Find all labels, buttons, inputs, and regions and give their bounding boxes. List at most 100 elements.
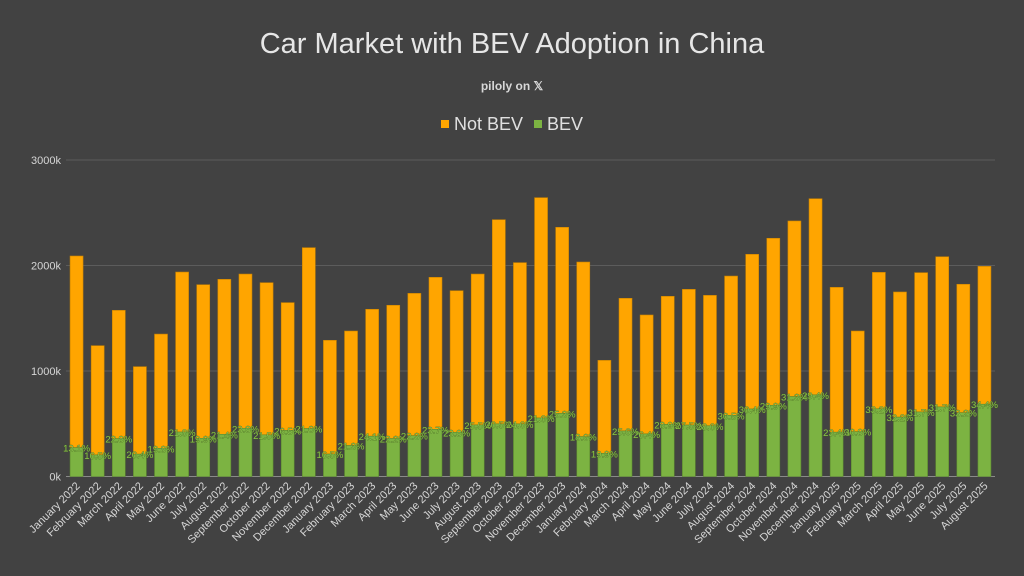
bar-not-bev [69,255,84,448]
legend-label-not-bev: Not BEV [453,113,523,134]
bev-share-label: 34.4% [971,400,998,411]
bar-not-bev [956,283,971,413]
bar-bev [618,430,633,477]
y-tick-label: 1000k [31,366,61,378]
bar-not-bev [576,261,591,437]
bar-bev [513,423,527,477]
bar-bev [323,453,337,477]
bar-bev [175,431,189,477]
bar-bev [407,435,422,477]
bar-not-bev [259,282,274,436]
bar-not-bev [365,308,379,437]
legend-label-bev: BEV [547,113,584,134]
bar-bev [196,438,211,477]
bev-share-label: 16.5% [84,451,111,462]
bar-bev [977,403,992,477]
bev-share-label: 31.3% [781,393,808,404]
bar-not-bev [977,266,992,405]
bar-not-bev [492,219,506,425]
bev-share-label: 33.2% [950,409,977,420]
bar-not-bev [745,254,759,410]
bev-share-label: 25.5% [464,421,491,432]
bev-share-label: 20.4% [126,450,153,461]
bev-share-label: 31.7% [908,408,935,419]
legend-swatch-bev [534,120,542,128]
bar-not-bev [893,291,907,418]
bar-not-bev [280,302,295,431]
bev-share-label: 21.0% [528,414,555,425]
bar-bev [660,424,675,477]
bar-bev [154,448,168,477]
bar-not-bev [217,279,232,435]
bar-not-bev [133,366,147,455]
bar-bev [69,447,84,477]
bar-bev [238,427,253,477]
bar-not-bev [175,271,189,433]
bev-share-label: 20.5% [485,420,512,431]
bev-share-label: 16.5% [316,450,343,461]
bev-share-label: 32.2% [887,413,914,424]
bev-share-label: 26.4% [633,430,660,441]
bar-not-bev [703,295,717,427]
bar-bev [956,412,971,477]
bev-share-label: 29.4% [802,391,829,402]
bev-share-label: 23.8% [232,424,259,435]
bar-not-bev [850,330,865,432]
bar-bev [302,428,316,477]
bar-not-bev [914,272,928,413]
y-tick-label: 2000k [31,261,61,273]
bar-bev [682,424,696,477]
bar-not-bev [787,220,802,397]
bev-share-label: 19.8% [148,444,175,455]
bar-bev [576,436,591,477]
bar-not-bev [513,262,527,425]
bar-bev [492,423,506,477]
bar-not-bev [323,339,337,455]
bar-not-bev [428,277,443,430]
bar-not-bev [724,275,738,416]
bev-share-label: 24.6% [506,420,533,431]
bar-not-bev [829,287,844,433]
bar-bev [470,424,485,477]
bev-share-label: 21.4% [211,430,238,441]
bar-not-bev [618,298,633,432]
bar-not-bev [196,284,211,439]
bar-not-bev [386,304,401,439]
bar-not-bev [534,197,548,419]
bev-share-label: 21.5% [253,431,280,442]
chart-subtitle: piloly on 𝕏 [480,79,544,93]
bar-bev [555,413,569,477]
bar-bev [639,433,654,477]
bar-bev [787,396,802,477]
bev-share-label: 28.0% [696,422,723,433]
bar-bev [386,438,401,477]
bev-share-label: 18.6% [570,433,597,444]
bar-bev [703,425,717,477]
bar-bev [449,431,464,477]
bev-share-label: 23.7% [422,425,449,436]
bev-share-label: 19.9% [190,434,217,445]
legend: Not BEV BEV [0,112,1024,135]
bev-share-label: 25.6% [612,427,639,438]
bev-share-label: 21.8% [169,428,196,439]
bar-bev [850,431,865,477]
bar-bev [808,394,823,477]
bev-share-label: 33.2% [865,405,892,416]
bev-share-label: 25.3% [549,409,576,420]
bar-not-bev [639,314,654,435]
bev-share-label: 30.5% [718,411,745,422]
bar-bev [829,431,844,477]
bar-bev [133,453,147,477]
bar-bev [914,411,928,477]
bar-bev [259,434,274,477]
bar-bev [428,429,443,477]
bar-bev [935,406,950,477]
bev-share-label: 21.3% [338,441,365,452]
bev-share-label: 23.8% [443,428,470,439]
legend-item-not-bev: Not BEV [440,113,523,135]
bar-not-bev [238,273,253,429]
bar-bev [893,416,907,477]
bar-bev [111,438,126,477]
bar-not-bev [302,247,316,429]
